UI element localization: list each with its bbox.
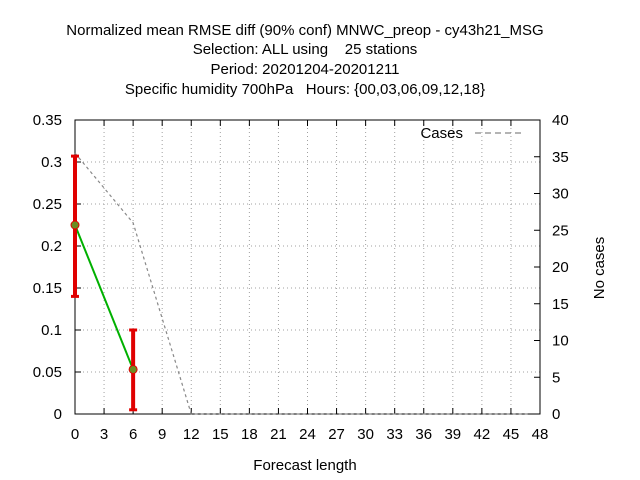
y2-tick-label: 10	[552, 333, 569, 350]
legend-label-cases: Cases	[420, 125, 463, 142]
y2-tick-label: 0	[552, 406, 560, 423]
chart-title: Normalized mean RMSE diff (90% conf) MNW…	[66, 22, 543, 98]
x-tick-label: 12	[183, 426, 200, 443]
x-axis-label: Forecast length	[253, 457, 356, 474]
grid-layer	[75, 120, 540, 414]
y2-tick-label: 15	[552, 296, 569, 313]
cases-series-line	[74, 152, 531, 415]
y-tick-label: 0	[54, 406, 62, 423]
chart-title-line-2: Selection: ALL using 25 stations	[193, 41, 418, 58]
y-tick-label: 0.15	[33, 280, 62, 297]
x-tick-label: 15	[212, 426, 229, 443]
x-tick-label: 48	[532, 426, 549, 443]
y2-axis-label: No cases	[591, 237, 608, 300]
y2-tick-label: 30	[552, 186, 569, 203]
x-tick-label: 21	[270, 426, 287, 443]
y2-tick-label: 20	[552, 259, 569, 276]
y2-tick-label: 35	[552, 149, 569, 166]
y-tick-label: 0.25	[33, 196, 62, 213]
x-tick-label: 27	[328, 426, 345, 443]
x-tick-label: 36	[415, 426, 432, 443]
y-tick-label: 0.1	[41, 322, 62, 339]
x-tick-label: 39	[444, 426, 461, 443]
chart-title-line-3: Period: 20201204-20201211	[210, 61, 399, 78]
y2-tick-label: 25	[552, 222, 569, 239]
chart-title-line-4: Specific humidity 700hPa Hours: {00,03,0…	[125, 81, 485, 98]
x-tick-label: 0	[71, 426, 79, 443]
y-tick-label: 0.35	[33, 112, 62, 129]
x-tick-label: 42	[474, 426, 491, 443]
y2-tick-label: 5	[552, 369, 560, 386]
legend: Cases	[420, 125, 522, 142]
x-tick-label: 30	[357, 426, 374, 443]
x-tick-label: 9	[158, 426, 166, 443]
y-tick-label: 0.05	[33, 364, 62, 381]
diff-data-point	[128, 364, 138, 374]
y2-tick-label: 40	[552, 112, 569, 129]
x-tick-label: 18	[241, 426, 258, 443]
diff-series-line	[74, 224, 135, 370]
diff-data-point	[70, 220, 80, 230]
x-tick-label: 33	[386, 426, 403, 443]
x-tick-label: 24	[299, 426, 316, 443]
x-tick-label: 3	[100, 426, 108, 443]
x-tick-label: 45	[503, 426, 520, 443]
series-layer	[70, 152, 531, 415]
y-tick-label: 0.2	[41, 238, 62, 255]
chart-title-line-1: Normalized mean RMSE diff (90% conf) MNW…	[66, 22, 543, 39]
x-tick-label: 6	[129, 426, 137, 443]
y-tick-label: 0.3	[41, 154, 62, 171]
